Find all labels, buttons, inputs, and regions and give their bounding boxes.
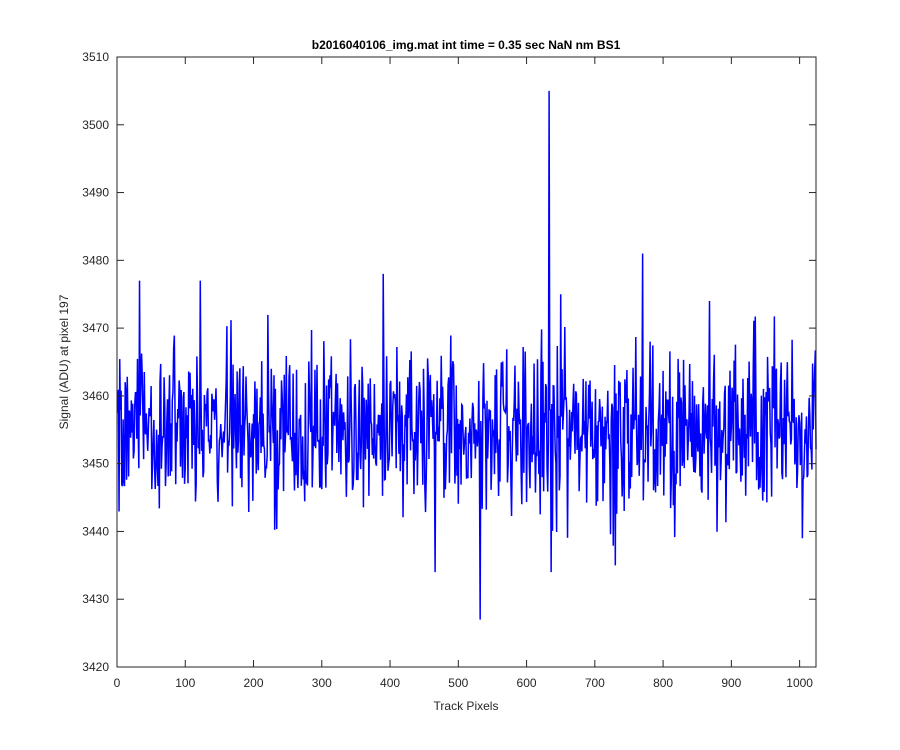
y-tick-label: 3430 — [82, 592, 109, 606]
x-axis: 0 100 200 300 400 500 600 700 800 900 1000 — [114, 57, 813, 690]
y-axis: 3420 3430 3440 3450 3460 3470 3480 3490 3500 3510 — [82, 50, 816, 674]
y-tick-label: 3490 — [82, 186, 109, 200]
y-tick-label: 3500 — [82, 118, 109, 132]
x-axis-label: Track Pixels — [434, 699, 499, 713]
x-tick-label: 200 — [244, 676, 264, 690]
chart-title: b2016040106_img.mat int time = 0.35 sec … — [312, 38, 621, 52]
x-tick-label: 400 — [380, 676, 400, 690]
x-tick-label: 600 — [517, 676, 537, 690]
y-axis-label: Signal (ADU) at pixel 197 — [57, 294, 71, 429]
x-tick-label: 100 — [175, 676, 195, 690]
series-line — [116, 90, 817, 620]
x-tick-label: 1000 — [786, 676, 813, 690]
x-tick-label: 900 — [721, 676, 741, 690]
y-tick-label: 3510 — [82, 50, 109, 64]
x-tick-label: 800 — [653, 676, 673, 690]
series-layer — [116, 90, 817, 620]
x-tick-label: 0 — [114, 676, 121, 690]
y-tick-label: 3470 — [82, 321, 109, 335]
axes-box — [116, 56, 817, 668]
x-tick-label: 500 — [448, 676, 468, 690]
x-tick-label: 300 — [312, 676, 332, 690]
plot-background — [117, 57, 816, 667]
y-tick-label: 3460 — [82, 389, 109, 403]
x-tick-label: 700 — [585, 676, 605, 690]
y-tick-label: 3450 — [82, 457, 109, 471]
y-tick-label: 3440 — [82, 524, 109, 538]
y-tick-label: 3480 — [82, 253, 109, 267]
y-tick-label: 3420 — [82, 660, 109, 674]
